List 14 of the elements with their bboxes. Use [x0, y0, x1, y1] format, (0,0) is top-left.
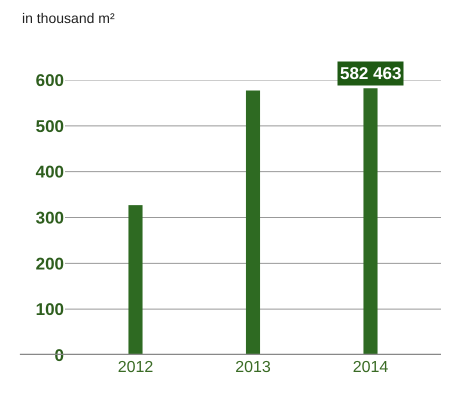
y-tick-label: 300: [36, 208, 64, 228]
y-tick-label: 200: [36, 254, 64, 274]
y-tick-label: 100: [36, 300, 64, 320]
bar: [246, 90, 260, 355]
y-tick-label: 600: [36, 70, 64, 90]
bar: [363, 88, 378, 355]
x-tick-label: 2014: [352, 359, 388, 376]
y-tick-label: 400: [36, 162, 64, 182]
x-tick-label: 2012: [118, 359, 154, 376]
x-tick-label: 2013: [235, 359, 271, 376]
y-axis-title: in thousand m²: [22, 10, 115, 26]
annotation: 582 463: [340, 64, 402, 83]
y-tick-label: 500: [36, 116, 64, 136]
bar: [128, 205, 143, 355]
